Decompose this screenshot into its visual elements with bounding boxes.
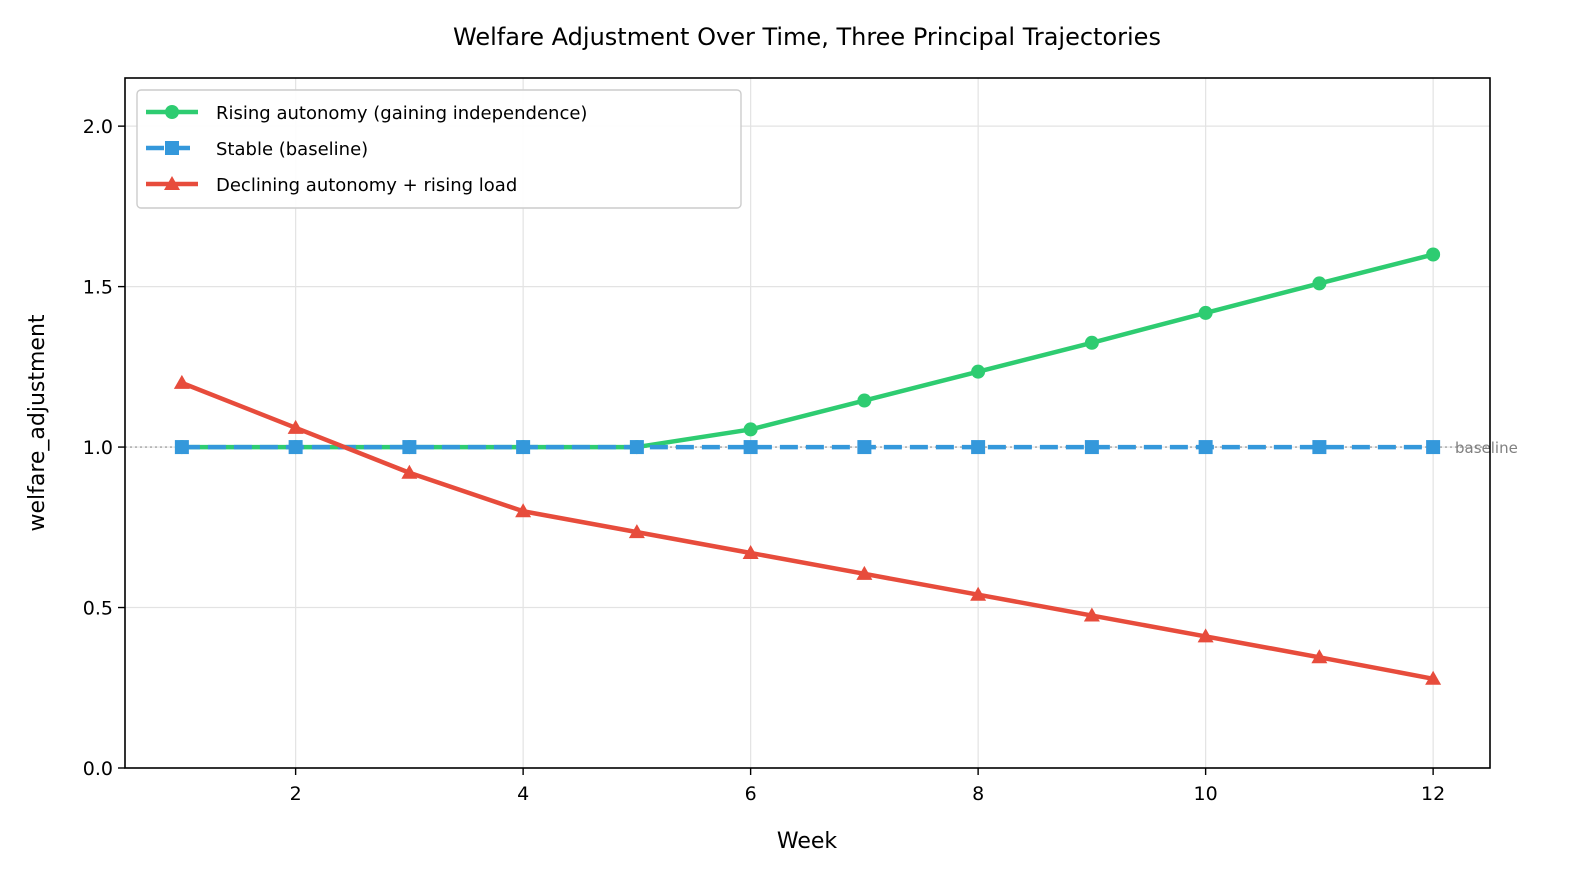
data-point [1426,247,1441,262]
x-tick-label: 6 [745,783,757,805]
data-point [857,440,872,455]
data-point [402,440,417,455]
legend-entry: Rising autonomy (gaining independence) [216,103,587,124]
series-line [181,380,1434,681]
chart-title: Welfare Adjustment Over Time, Three Prin… [453,23,1161,51]
legend-marker [165,105,179,119]
y-ticks: 0.0 0.5 1.0 1.5 2.0 [83,116,125,780]
baseline-label: baseline [1455,439,1518,457]
y-tick-label: 2.0 [83,116,113,138]
series-line [181,252,1434,450]
data-point [629,440,644,455]
plot-frame [124,77,1491,769]
data-point [1083,607,1100,622]
data-point [1426,440,1441,455]
x-tick-label: 8 [972,783,984,805]
legend-marker [164,176,180,190]
y-tick-label: 1.5 [83,277,113,299]
data-point [970,586,987,601]
y-tick-label: 1.0 [83,437,113,459]
legend-entry: Declining autonomy + rising load [216,175,517,196]
data-point [743,440,758,455]
data-point [1311,649,1328,664]
reference-line: baseline [125,439,1518,457]
data-point [971,364,986,379]
data-point [1425,670,1442,685]
data-point [628,524,645,539]
x-tick-label: 12 [1421,783,1445,805]
series-layer [173,247,1442,685]
x-tick-label: 10 [1194,783,1218,805]
x-tick-label: 2 [290,783,302,805]
data-point [515,503,532,518]
data-point [742,544,759,559]
data-point [287,419,304,434]
data-point [1312,440,1327,455]
data-point [857,393,872,408]
data-point [1084,440,1099,455]
data-point [856,565,873,580]
series-1 [174,247,1441,455]
data-point [288,440,303,455]
data-point [971,440,986,455]
data-point [743,422,758,437]
data-point [1084,335,1099,350]
y-axis-label: welfare_adjustment [25,314,50,531]
data-point [173,374,190,389]
data-point [516,440,531,455]
x-axis-label: Week [777,829,838,854]
data-point [1197,628,1214,643]
legend-box [136,89,742,209]
series-3 [173,374,1442,685]
legend: Rising autonomy (gaining independence) St… [136,89,742,209]
legend-marker [165,141,179,155]
data-point [1312,276,1327,291]
x-ticks: 2 4 6 8 10 12 [290,768,1445,805]
data-point [401,464,418,479]
data-point [1198,305,1213,320]
series-2 [174,440,1441,455]
y-tick-label: 0.5 [83,598,113,620]
x-tick-label: 4 [517,783,529,805]
data-point [1198,440,1213,455]
y-tick-label: 0.0 [83,758,113,780]
legend-entry: Stable (baseline) [216,139,368,160]
data-point [174,440,189,455]
